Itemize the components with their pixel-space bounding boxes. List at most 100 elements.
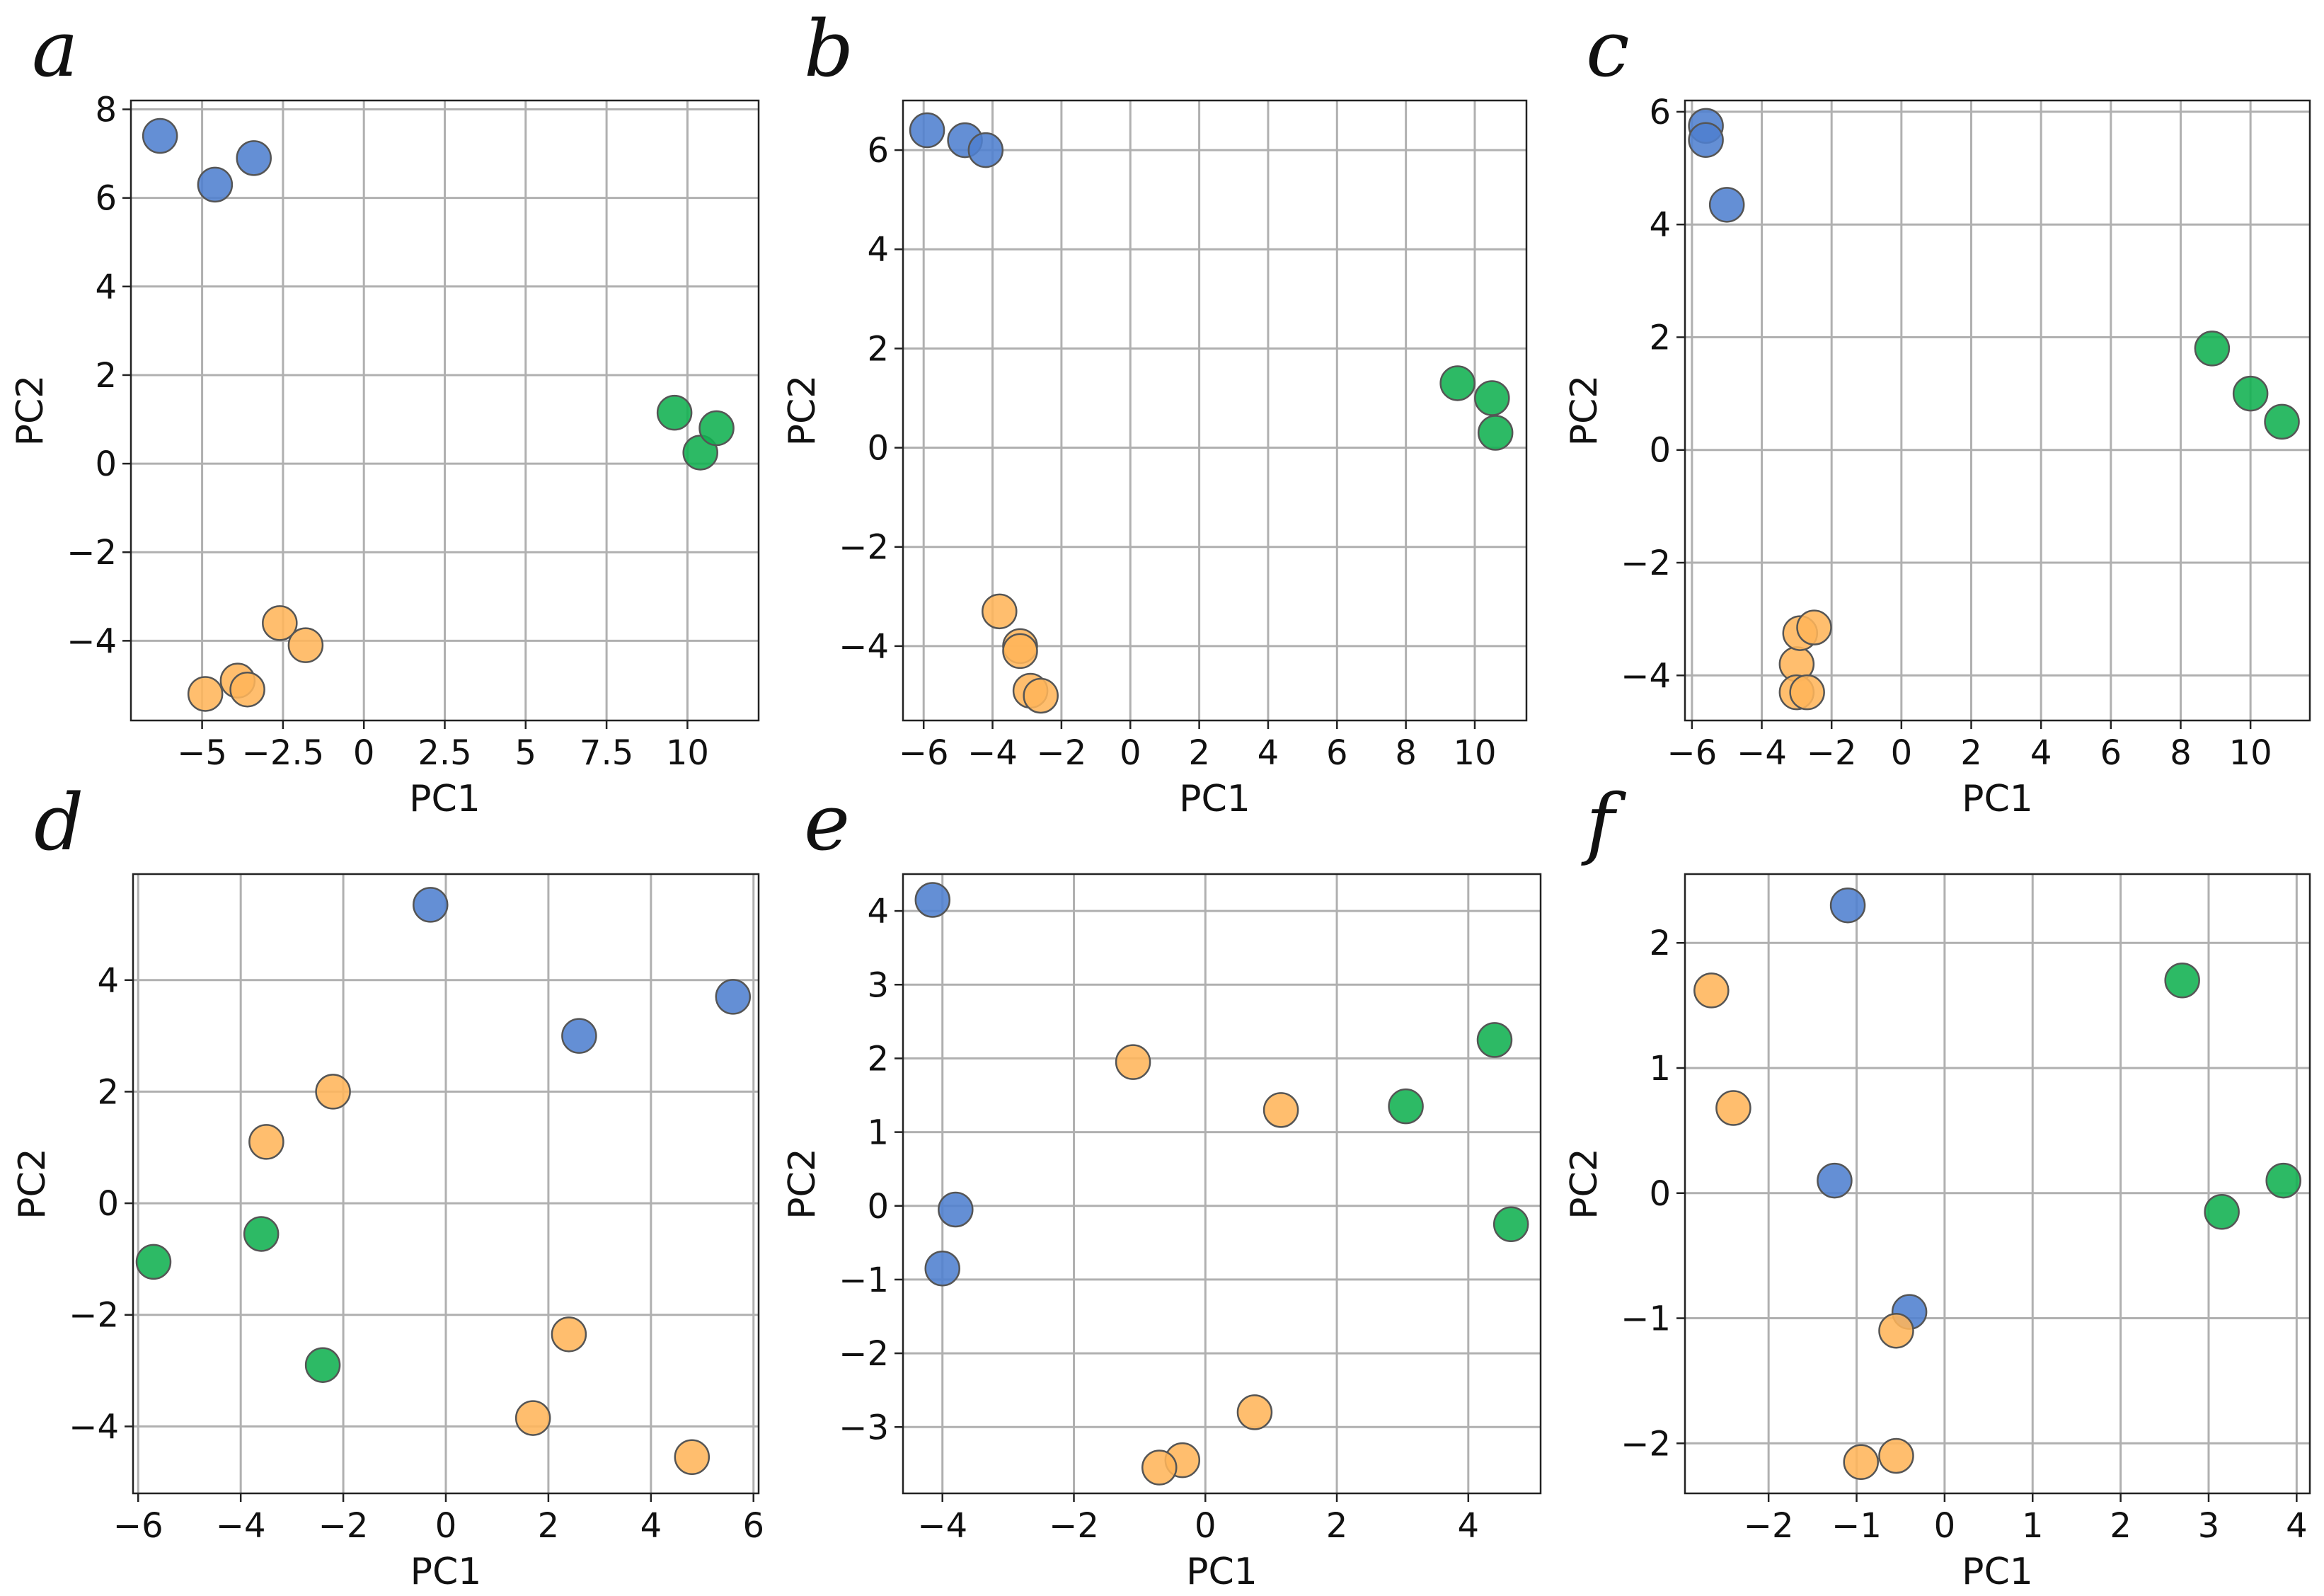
x-tick-label: −6 — [113, 1506, 163, 1546]
point-orange — [1023, 677, 1059, 714]
point-blue — [967, 132, 1004, 168]
plot-frame — [1684, 99, 2311, 722]
y-tick-label: −2 — [839, 528, 889, 568]
x-tick-label: −4 — [917, 1506, 967, 1546]
point-orange — [287, 627, 324, 663]
y-tick-label: 1 — [867, 1113, 889, 1153]
point-green — [243, 1216, 280, 1252]
y-tick-label: −2 — [69, 1296, 119, 1336]
x-tick-label: −4 — [1737, 733, 1787, 773]
point-green — [1477, 415, 1514, 451]
y-tick-label: 0 — [1649, 1174, 1671, 1214]
y-tick-label: 6 — [1649, 93, 1671, 132]
y-axis-label: PC2 — [781, 1148, 824, 1219]
point-green — [2232, 375, 2269, 412]
point-green — [1492, 1206, 1529, 1243]
point-green — [1476, 1022, 1513, 1058]
y-tick-label: 4 — [95, 268, 117, 307]
plot-frame — [902, 99, 1528, 722]
point-blue — [142, 117, 178, 154]
x-tick-label: 0 — [1120, 733, 1141, 773]
point-blue — [914, 882, 951, 918]
y-tick-label: 3 — [867, 965, 889, 1005]
point-blue — [1817, 1162, 1853, 1199]
x-axis-label: PC1 — [410, 1551, 482, 1593]
point-green — [1439, 365, 1475, 401]
panel-letter: d — [34, 777, 84, 868]
y-tick-label: 2 — [95, 356, 117, 396]
y-tick-label: 4 — [867, 230, 889, 270]
point-blue — [1688, 122, 1724, 158]
x-tick-label: 6 — [742, 1506, 764, 1546]
plot-frame — [902, 873, 1542, 1495]
x-tick-label: 0 — [1891, 733, 1913, 773]
point-orange — [248, 1124, 284, 1160]
y-tick-label: 2 — [867, 1039, 889, 1079]
point-blue — [197, 166, 234, 203]
point-orange — [187, 676, 224, 712]
x-tick-label: −4 — [967, 733, 1018, 773]
x-tick-label: −4 — [216, 1506, 266, 1546]
point-green — [1474, 380, 1510, 416]
point-orange — [315, 1074, 351, 1110]
x-tick-label: −1 — [1831, 1506, 1882, 1546]
x-tick-label: −2 — [1049, 1506, 1099, 1546]
point-blue — [413, 887, 449, 923]
x-tick-label: 10 — [1453, 733, 1496, 773]
x-tick-label: −5 — [177, 733, 227, 773]
x-tick-label: 6 — [1326, 733, 1348, 773]
y-tick-label: 1 — [1649, 1049, 1671, 1089]
x-tick-label: 2 — [2110, 1506, 2132, 1546]
point-blue — [938, 1191, 974, 1228]
point-orange — [1002, 633, 1038, 670]
x-tick-label: 4 — [2030, 733, 2052, 773]
y-tick-label: −1 — [839, 1261, 889, 1300]
x-axis-label: PC1 — [1962, 778, 2033, 820]
point-blue — [1708, 187, 1745, 223]
y-tick-label: 8 — [95, 91, 117, 130]
y-tick-label: 6 — [95, 179, 117, 219]
x-tick-label: 6 — [2100, 733, 2122, 773]
point-orange — [1693, 972, 1730, 1009]
point-green — [698, 410, 735, 447]
x-tick-label: −2 — [1744, 1506, 1794, 1546]
panel-letter: a — [32, 4, 79, 94]
y-tick-label: −2 — [67, 533, 117, 573]
y-axis-label: PC2 — [1563, 375, 1606, 447]
point-green — [1388, 1088, 1424, 1125]
x-tick-label: −2 — [1807, 733, 1857, 773]
y-tick-label: −1 — [1621, 1299, 1671, 1339]
point-orange — [1115, 1044, 1151, 1080]
point-orange — [1878, 1312, 1914, 1349]
point-orange — [1789, 674, 1825, 711]
y-tick-label: 4 — [97, 961, 119, 1001]
panel-letter: c — [1586, 4, 1630, 94]
plot-frame — [1684, 873, 2311, 1495]
x-axis-label: PC1 — [1186, 1551, 1258, 1593]
x-tick-label: −6 — [899, 733, 949, 773]
point-blue — [909, 112, 945, 149]
x-tick-label: 0 — [435, 1506, 457, 1546]
x-tick-label: 0 — [1934, 1506, 1956, 1546]
panel-f: −2 −1 0 1 2 3 4 −2 −1 0 1 2 PC1 PC2 f — [1563, 777, 2311, 1593]
y-tick-label: −4 — [839, 627, 889, 667]
x-tick-label: 4 — [1258, 733, 1279, 773]
x-tick-label: 10 — [2229, 733, 2272, 773]
y-tick-label: 0 — [867, 429, 889, 469]
point-orange — [262, 605, 298, 641]
point-orange — [229, 671, 265, 708]
point-blue — [924, 1251, 960, 1287]
x-tick-label: −6 — [1667, 733, 1717, 773]
y-tick-label: −4 — [1621, 656, 1671, 696]
x-tick-label: 3 — [2198, 1506, 2220, 1546]
y-tick-label: −3 — [839, 1408, 889, 1447]
point-orange — [1715, 1090, 1751, 1126]
panel-letter: e — [804, 777, 850, 868]
y-axis-label: PC2 — [781, 375, 824, 447]
panel-d: −6 −4 −2 0 2 4 6 −4 −2 0 2 4 PC1 PC2 d — [11, 777, 764, 1593]
point-green — [135, 1244, 172, 1280]
x-tick-label: 4 — [640, 1506, 662, 1546]
x-tick-label: 1 — [2022, 1506, 2044, 1546]
x-tick-label: 0 — [353, 733, 375, 773]
